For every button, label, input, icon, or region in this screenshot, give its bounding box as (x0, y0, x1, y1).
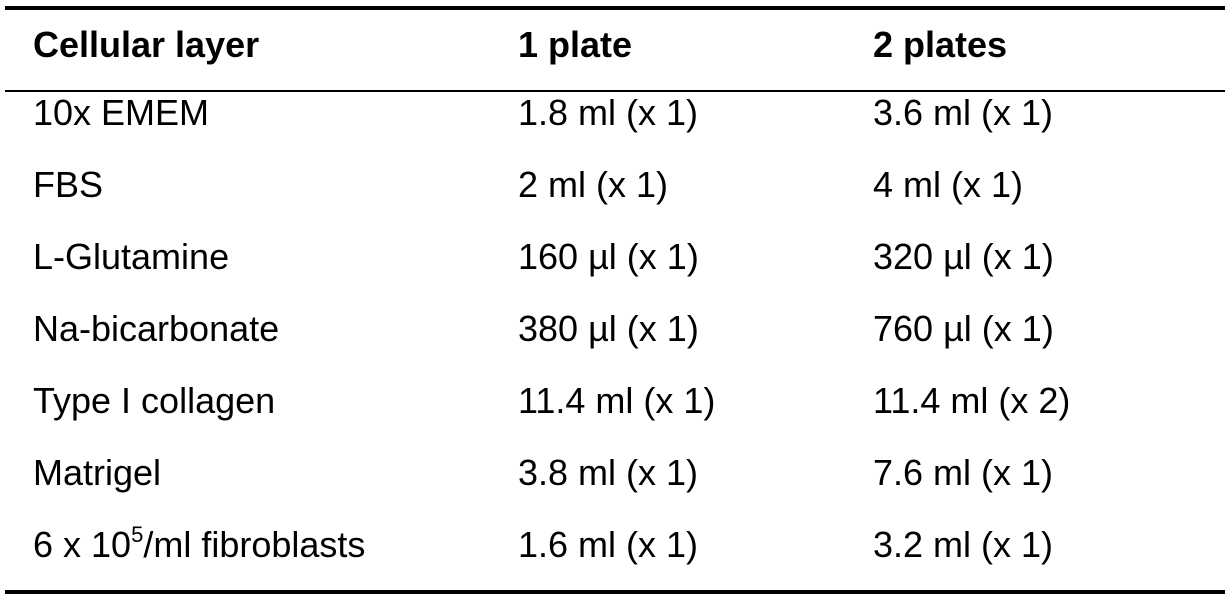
table-row: FBS 2 ml (x 1) 4 ml (x 1) (5, 158, 1225, 212)
table-row: Na-bicarbonate 380 µl (x 1) 760 µl (x 1) (5, 302, 1225, 356)
row-label: L-Glutamine (33, 236, 230, 277)
row-1-plate-value: 11.4 ml (x 1) (518, 380, 716, 421)
fibroblast-label-prefix: 6 x 10 (33, 524, 132, 565)
row-label: 10x EMEM (33, 92, 210, 133)
reagent-table: Cellular layer 1 plate 2 plates 10x EMEM… (5, 6, 1225, 594)
table-header-rule (5, 90, 1225, 92)
header-2-plates: 2 plates (873, 24, 1008, 65)
row-2-plates-value: 4 ml (x 1) (873, 164, 1024, 205)
fibroblast-label-suffix: /ml fibroblasts (143, 524, 366, 565)
row-1-plate-value: 1.6 ml (x 1) (518, 524, 699, 565)
table-bottom-rule (5, 590, 1225, 594)
row-2-plates-value: 11.4 ml (x 2) (873, 380, 1071, 421)
header-1-plate: 1 plate (518, 24, 633, 65)
table-row: Matrigel 3.8 ml (x 1) 7.6 ml (x 1) (5, 446, 1225, 500)
row-label: Type I collagen (33, 380, 276, 421)
row-1-plate-value: 160 µl (x 1) (518, 236, 699, 277)
row-2-plates-value: 3.6 ml (x 1) (873, 92, 1054, 133)
table-row: 6 x 105/ml fibroblasts 1.6 ml (x 1) 3.2 … (5, 518, 1225, 572)
table-row: Type I collagen 11.4 ml (x 1) 11.4 ml (x… (5, 374, 1225, 428)
fibroblast-label-exponent: 5 (131, 522, 144, 547)
row-2-plates-value: 3.2 ml (x 1) (873, 524, 1054, 565)
row-1-plate-value: 2 ml (x 1) (518, 164, 669, 205)
row-label: Na-bicarbonate (33, 308, 280, 349)
table-row: 10x EMEM 1.8 ml (x 1) 3.6 ml (x 1) (5, 86, 1225, 140)
table-top-rule (5, 6, 1225, 10)
table-header-row: Cellular layer 1 plate 2 plates (5, 18, 1225, 72)
row-1-plate-value: 1.8 ml (x 1) (518, 92, 699, 133)
row-2-plates-value: 760 µl (x 1) (873, 308, 1054, 349)
row-label: FBS (33, 164, 104, 205)
row-2-plates-value: 7.6 ml (x 1) (873, 452, 1054, 493)
row-label: Matrigel (33, 452, 162, 493)
row-1-plate-value: 380 µl (x 1) (518, 308, 699, 349)
table-row: L-Glutamine 160 µl (x 1) 320 µl (x 1) (5, 230, 1225, 284)
row-1-plate-value: 3.8 ml (x 1) (518, 452, 699, 493)
header-cellular-layer: Cellular layer (33, 24, 260, 65)
row-2-plates-value: 320 µl (x 1) (873, 236, 1054, 277)
row-label-fibroblasts: 6 x 105/ml fibroblasts (33, 518, 365, 572)
